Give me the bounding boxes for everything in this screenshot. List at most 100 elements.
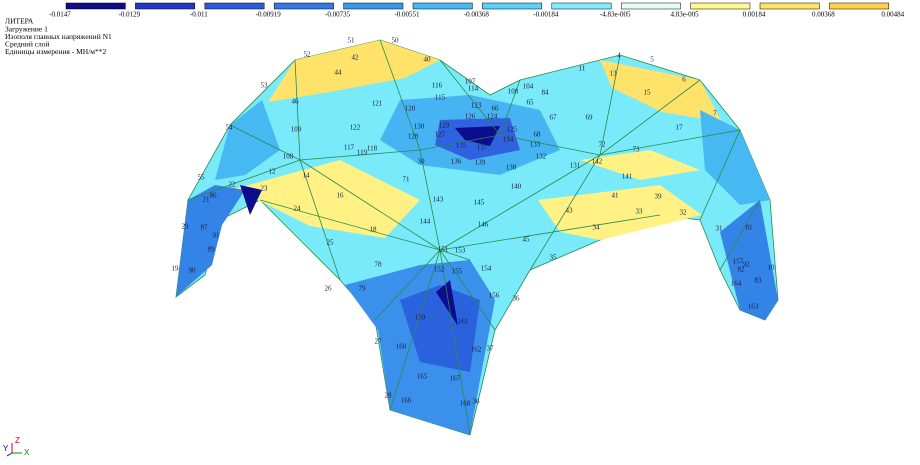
node-label: 145 [474,199,485,207]
node-label: 32 [680,209,688,217]
node-label: 109 [291,126,302,134]
node-label: 151 [438,246,449,254]
legend-label: -4.83e-005 [600,11,631,19]
node-label: 161 [458,318,469,326]
node-label: 156 [489,292,500,300]
node-label: 122 [350,124,361,132]
node-label: 7 [713,110,717,118]
node-label: 19 [172,265,180,273]
legend-label: -0.00735 [325,11,351,19]
node-label: 65 [527,99,535,107]
node-label: 118 [367,145,378,153]
legend-swatch [829,3,888,9]
node-label: 165 [417,373,428,381]
node-label: 42 [352,54,360,62]
node-label: 164 [731,280,742,288]
node-label: 121 [372,100,383,108]
node-label: 67 [550,114,558,122]
node-label: 40 [424,56,432,64]
legend-swatch [552,3,611,9]
node-label: 124 [487,113,498,121]
node-label: 81 [746,224,754,232]
node-label: 152 [434,266,445,274]
header-line: Единицы измерения - МН/м**2 [5,47,107,56]
node-label: 116 [432,82,443,90]
node-label: 87 [201,224,209,232]
node-label: 167 [450,375,461,383]
legend: -0.0147-0.0129-0.011-0.00919-0.00735-0.0… [49,3,904,19]
node-label: 50 [392,37,400,45]
node-label: 39 [655,193,663,201]
node-label: 127 [435,131,446,139]
node-label: 21 [203,196,211,204]
node-label: 68 [534,131,542,139]
node-label: 154 [481,265,492,273]
node-label: 142 [592,158,603,166]
node-label: 139 [475,159,486,167]
node-label: 37 [487,345,495,353]
node-label: 153 [455,247,466,255]
node-label: 25 [327,239,335,247]
axis-y [7,453,12,456]
node-label: 26 [325,285,333,293]
node-label: 22 [229,181,237,189]
axis-icon: Z X Y [3,436,30,457]
node-label: 27 [375,338,383,346]
node-label: 23 [261,185,269,193]
node-label: 5 [650,56,654,64]
legend-label: 0.00484 [881,11,904,19]
node-label: 163 [748,303,759,311]
node-label: 159 [415,314,426,322]
node-label: 45 [523,236,531,244]
node-label: 17 [676,124,684,132]
node-label: 72 [599,141,607,149]
legend-swatch [66,3,125,9]
node-label: 143 [433,196,444,204]
node-label: 140 [511,183,522,191]
zone [176,185,245,297]
node-label: 78 [375,261,383,269]
node-label: 160 [396,343,407,351]
legend-swatch [205,3,264,9]
node-label: 71 [403,176,411,184]
node-label: 36 [513,295,521,303]
node-label: 146 [478,221,489,229]
node-label: 136 [451,158,462,166]
node-label: 119 [357,149,368,157]
legend-label: -0.00368 [464,11,490,19]
node-label: 166 [401,397,412,405]
node-label: 34 [593,224,601,232]
node-label: 90 [189,267,197,275]
node-label: 86 [210,192,218,200]
node-label: 12 [269,168,277,176]
node-label: 114 [468,85,479,93]
node-label: 28 [385,392,393,400]
legend-label: -0.011 [190,11,208,19]
node-label: 135 [456,142,467,150]
node-label: 83 [755,277,763,285]
node-label: 168 [460,400,471,408]
node-label: 73 [633,146,641,154]
node-label: 10 [768,264,776,272]
legend-label: 4.83e-005 [670,11,699,19]
node-label: 108 [508,88,519,96]
axis-y-label: Y [3,444,9,453]
node-label: 11 [579,65,586,73]
node-label: 126 [465,113,476,121]
node-label: 55 [198,174,206,182]
legend-label: 0.00368 [812,11,835,19]
node-label: 52 [304,51,312,59]
legend-swatch [691,3,750,9]
node-label: 132 [536,153,547,161]
legend-label: 0.00184 [743,11,766,19]
node-label: 33 [636,208,644,216]
legend-swatch [621,3,680,9]
legend-label: -0.0147 [49,11,71,19]
node-label: 162 [471,346,482,354]
header: ЛИТЕРАЗагружение 1Изополя главных напряж… [5,17,112,56]
legend-swatch [760,3,819,9]
node-label: 89 [208,246,216,254]
surface [176,40,778,435]
legend-label: -0.00551 [394,11,420,19]
node-label: 66 [492,105,500,113]
